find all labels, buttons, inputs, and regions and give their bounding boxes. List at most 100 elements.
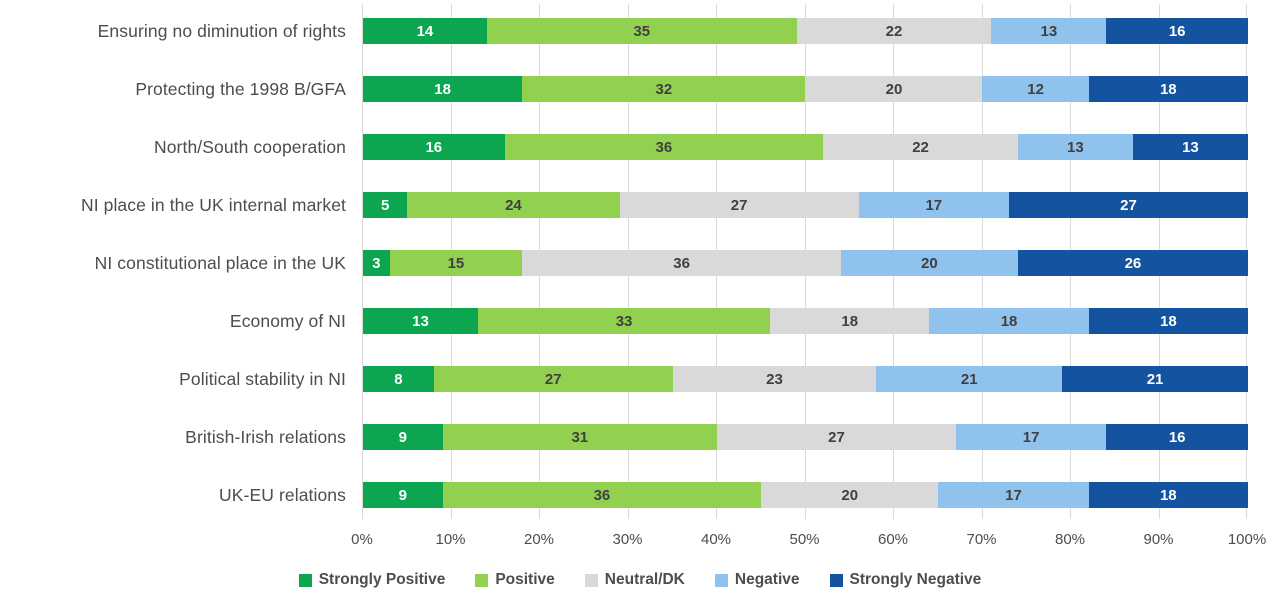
chart-legend: Strongly Positive Positive Neutral/DK Negat… <box>0 571 1280 589</box>
legend-swatch-icon <box>829 573 843 587</box>
bar-value-label: 13 <box>1182 138 1199 156</box>
bar-value-label: 18 <box>841 312 859 330</box>
x-axis-labels: 0% 10% 20% 30% 40% 50% 60% 70% 80% 90% 100% <box>351 531 1266 551</box>
bar-segment: 35 <box>486 18 797 44</box>
chart-row: North/South cooperation 16 36 22 13 13 <box>0 118 1280 176</box>
chart-row: Ensuring no diminution of rights 14 35 22 13… <box>0 2 1280 60</box>
bar-segment: 32 <box>522 76 806 102</box>
category-label: Ensuring no diminution of rights <box>97 20 346 41</box>
bar-segment: 21 <box>1062 366 1248 392</box>
bar-track: 18 32 20 12 18 <box>363 76 1248 102</box>
bar-track: 9 36 20 17 18 <box>363 482 1248 508</box>
bar-value-label: 35 <box>633 22 651 40</box>
legend-swatch-icon <box>714 573 728 587</box>
bar-value-label: 20 <box>921 254 938 272</box>
bar-value-label: 31 <box>571 428 589 446</box>
bar-segment: 31 <box>442 424 717 450</box>
bar-segment: 22 <box>823 134 1018 160</box>
bar-segment: 16 <box>363 134 505 160</box>
bar-track: 13 33 18 18 18 <box>363 308 1248 334</box>
bar-value-label: 24 <box>505 196 522 214</box>
bar-segment: 26 <box>1017 250 1248 276</box>
bar-track: 14 35 22 13 16 <box>363 18 1248 44</box>
category-label: NI constitutional place in the UK <box>94 252 346 273</box>
legend-item: Strongly Positive <box>298 571 446 589</box>
bar-value-label: 3 <box>372 254 381 272</box>
bar-segment: 17 <box>955 424 1107 450</box>
bar-segment: 20 <box>805 76 983 102</box>
bar-value-label: 14 <box>416 22 434 40</box>
legend-label: Positive <box>495 571 555 588</box>
chart-row: NI place in the UK internal market 5 24 27 1… <box>0 176 1280 234</box>
bar-value-label: 26 <box>1124 254 1142 272</box>
legend-swatch-icon <box>475 573 489 587</box>
bar-value-label: 18 <box>1159 486 1177 504</box>
bar-value-label: 20 <box>841 486 859 504</box>
bar-value-label: 18 <box>1159 312 1177 330</box>
x-axis-tick-label: 20% <box>523 531 555 548</box>
category-label: North/South cooperation <box>153 136 346 157</box>
bar-segment: 9 <box>363 424 443 450</box>
bar-segment: 15 <box>389 250 523 276</box>
bar-segment: 36 <box>522 250 841 276</box>
bar-value-label: 36 <box>673 254 690 272</box>
legend-label: Negative <box>734 571 800 588</box>
bar-value-label: 12 <box>1027 80 1044 98</box>
chart-row: UK-EU relations 9 36 20 17 18 <box>0 466 1280 524</box>
bar-value-label: 27 <box>544 370 562 388</box>
bar-segment: 27 <box>1009 192 1248 218</box>
bar-segment: 17 <box>938 482 1089 508</box>
bar-value-label: 21 <box>1146 370 1164 388</box>
bar-value-label: 33 <box>615 312 633 330</box>
bar-value-label: 9 <box>398 428 407 446</box>
x-axis-tick-label: 90% <box>1143 531 1174 548</box>
chart-row: Political stability in NI 8 27 23 21 21 <box>0 350 1280 408</box>
bar-value-label: 8 <box>394 370 403 388</box>
bar-value-label: 13 <box>412 312 429 330</box>
x-axis-tick-label: 30% <box>612 531 643 548</box>
bar-segment: 8 <box>363 366 434 392</box>
bar-segment: 36 <box>504 134 824 160</box>
bar-segment: 13 <box>991 18 1107 44</box>
legend-label: Strongly Negative <box>849 571 982 588</box>
x-axis-tick-label: 80% <box>1054 531 1086 548</box>
bar-segment: 9 <box>363 482 443 508</box>
bar-segment: 22 <box>796 18 992 44</box>
bar-segment: 16 <box>1106 18 1248 44</box>
bar-value-label: 13 <box>1067 138 1084 156</box>
bar-value-label: 27 <box>1120 196 1137 214</box>
bar-value-label: 16 <box>1168 428 1186 446</box>
bar-track: 8 27 23 21 21 <box>363 366 1248 392</box>
bar-segment: 5 <box>363 192 408 218</box>
bar-value-label: 17 <box>1005 486 1022 504</box>
bar-value-label: 18 <box>434 80 451 98</box>
legend-item: Strongly Negative <box>829 571 982 589</box>
bar-value-label: 15 <box>447 254 465 272</box>
bar-segment: 24 <box>407 192 620 218</box>
bar-segment: 18 <box>1088 308 1248 334</box>
legend-label: Neutral/DK <box>604 571 685 588</box>
bar-value-label: 17 <box>1022 428 1040 446</box>
bar-segment: 20 <box>761 482 939 508</box>
category-label: NI place in the UK internal market <box>80 194 346 215</box>
bar-value-label: 27 <box>828 428 845 446</box>
category-label: Protecting the 1998 B/GFA <box>135 78 346 99</box>
bar-value-label: 36 <box>655 138 673 156</box>
bar-segment: 18 <box>1088 482 1248 508</box>
bar-value-label: 5 <box>380 196 390 214</box>
bar-segment: 27 <box>619 192 859 218</box>
legend-item: Neutral/DK <box>584 571 685 589</box>
bar-value-label: 17 <box>925 196 943 214</box>
bar-segment: 18 <box>1088 76 1248 102</box>
bar-segment: 13 <box>363 308 479 334</box>
bar-value-label: 16 <box>1168 22 1186 40</box>
x-axis-tick-label: 100% <box>1227 531 1267 548</box>
bar-segment: 33 <box>478 308 771 334</box>
bar-segment: 14 <box>363 18 487 44</box>
bar-segment: 20 <box>840 250 1018 276</box>
bar-segment: 13 <box>1017 134 1133 160</box>
bar-value-label: 20 <box>885 80 903 98</box>
legend-label: Strongly Positive <box>318 571 446 588</box>
